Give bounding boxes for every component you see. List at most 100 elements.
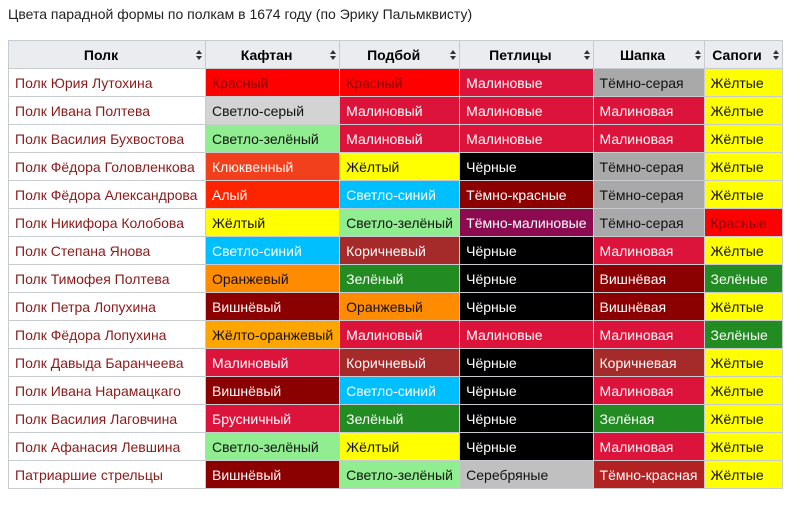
color-cell: Жёлтые [703,152,783,181]
color-cell: Жёлто-оранжевый [204,320,341,349]
header-text: Шапка [619,46,666,63]
color-cell: Жёлтые [703,376,783,405]
color-cell: Малиновая [592,376,705,405]
table-row: Полк Афанасия Левшина Светло-зелёный Жёлты… [8,432,783,461]
color-cell: Малиновый [339,96,461,125]
color-cell: Вишнёвая [592,264,705,293]
color-cell: Тёмно-красная [592,460,705,489]
table-row: Полк Степана Янова Светло-синий Коричневый… [8,236,783,265]
regiment-cell[interactable]: Полк Афанасия Левшина [8,432,206,461]
color-cell: Зелёный [339,404,461,433]
color-cell: Жёлтый [339,152,461,181]
color-cell: Жёлтые [703,180,783,209]
table-row: Полк Фёдора Александрова Алый Светло-синий… [8,180,783,209]
table-row: Полк Ивана Нарамацкаго Вишнёвый Светло-син… [8,376,783,405]
column-header[interactable]: Шапка [592,40,705,69]
color-cell: Жёлтые [703,404,783,433]
header-text: Сапоги [712,46,762,63]
regiment-cell[interactable]: Полк Тимофея Полтева [8,264,206,293]
color-cell: Малиновый [339,320,461,349]
table-row: Патриаршие стрельцы Вишнёвый Светло-зелёны… [8,460,783,489]
header-text: Петлицы [489,46,552,63]
color-cell: Оранжевый [204,264,341,293]
color-cell: Тёмно-серая [592,208,705,237]
regiment-table: Полк Кафтан Подбой Петлицы Шапка Сапоги Полк … [8,40,783,489]
color-cell: Коричневая [592,348,705,377]
color-cell: Жёлтые [703,68,783,97]
header-text: Кафтан [240,46,293,63]
header-text: Подбой [367,46,421,63]
color-cell: Жёлтые [703,432,783,461]
color-cell: Тёмно-малиновые [459,208,594,237]
regiment-cell[interactable]: Патриаршие стрельцы [8,460,206,489]
color-cell: Светло-зелёный [339,460,461,489]
color-cell: Чёрные [459,376,594,405]
regiment-cell[interactable]: Полк Фёдора Александрова [8,180,206,209]
color-cell: Жёлтый [339,432,461,461]
color-cell: Жёлтые [703,124,783,153]
color-cell: Светло-серый [204,96,341,125]
table-row: Полк Василия Бухвостова Светло-зелёный Мал… [8,124,783,153]
regiment-cell[interactable]: Полк Никифора Колобова [8,208,206,237]
color-cell: Малиновая [592,96,705,125]
regiment-cell[interactable]: Полк Петра Лопухина [8,292,206,321]
color-cell: Вишнёвая [592,292,705,321]
color-cell: Тёмно-серая [592,180,705,209]
color-cell: Светло-зелёный [204,432,341,461]
color-cell: Жёлтые [703,236,783,265]
color-cell: Светло-синий [339,180,461,209]
color-cell: Малиновая [592,432,705,461]
table-body: Полк Юрия Лутохина Красный Красный Малиновы… [8,68,783,489]
column-header[interactable]: Сапоги [703,40,783,69]
color-cell: Серебряные [459,460,594,489]
table-row: Полк Юрия Лутохина Красный Красный Малиновы… [8,68,783,97]
color-cell: Жёлтые [703,96,783,125]
color-cell: Клюквенный [204,152,341,181]
color-cell: Малиновые [459,320,594,349]
color-cell: Чёрные [459,432,594,461]
color-cell: Брусничный [204,404,341,433]
color-cell: Малиновые [459,124,594,153]
color-cell: Алый [204,180,341,209]
color-cell: Малиновые [459,96,594,125]
color-cell: Малиновая [592,236,705,265]
color-cell: Чёрные [459,264,594,293]
color-cell: Чёрные [459,152,594,181]
column-header[interactable]: Полк [8,40,206,69]
title: Цвета парадной формы по полкам в 1674 го… [8,6,473,22]
regiment-cell[interactable]: Полк Фёдора Лопухина [8,320,206,349]
color-cell: Вишнёвый [204,376,341,405]
regiment-cell[interactable]: Полк Давыда Баранчеева [8,348,206,377]
color-cell: Малиновая [592,320,705,349]
color-cell: Зелёные [703,264,783,293]
header-text: Полк [83,46,119,63]
column-header[interactable]: Кафтан [204,40,341,69]
regiment-cell[interactable]: Полк Фёдора Головленкова [8,152,206,181]
regiment-cell[interactable]: Полк Ивана Нарамацкаго [8,376,206,405]
regiment-cell[interactable]: Полк Степана Янова [8,236,206,265]
color-cell: Зелёный [339,264,461,293]
color-cell: Вишнёвый [204,292,341,321]
color-cell: Малиновый [204,348,341,377]
regiment-cell[interactable]: Полк Василия Бухвостова [8,124,206,153]
table-row: Полк Петра Лопухина Вишнёвый Оранжевый Чёрн… [8,292,783,321]
table-row: Полк Ивана Полтева Светло-серый Малиновый М… [8,96,783,125]
table-row: Полк Фёдора Головленкова Клюквенный Жёлтый… [8,152,783,181]
color-cell: Тёмно-серая [592,68,705,97]
column-header[interactable]: Петлицы [459,40,594,69]
regiment-cell[interactable]: Полк Ивана Полтева [8,96,206,125]
color-cell: Жёлтые [703,348,783,377]
column-header[interactable]: Подбой [339,40,461,69]
color-cell: Коричневый [339,348,461,377]
color-cell: Зелёная [592,404,705,433]
color-cell: Жёлтые [703,460,783,489]
color-cell: Чёрные [459,348,594,377]
regiment-cell[interactable]: Полк Юрия Лутохина [8,68,206,97]
color-cell: Коричневый [339,236,461,265]
color-cell: Малиновые [459,68,594,97]
color-cell: Малиновый [339,124,461,153]
color-cell: Зелёные [703,320,783,349]
regiment-cell[interactable]: Полк Василия Лаговчина [8,404,206,433]
color-cell: Светло-синий [204,236,341,265]
color-cell: Жёлтые [703,292,783,321]
